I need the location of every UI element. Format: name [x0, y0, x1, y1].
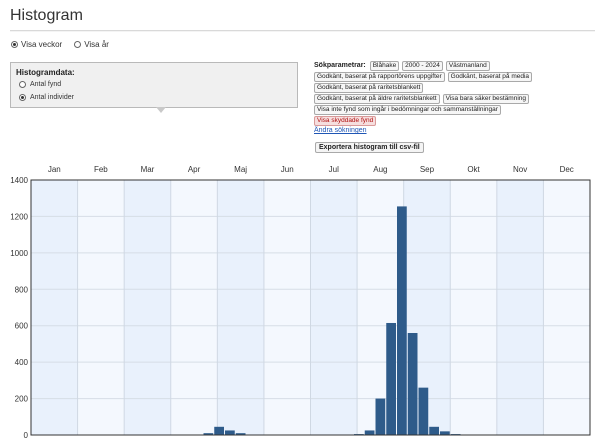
month-band [31, 180, 78, 435]
month-label: Okt [467, 165, 480, 174]
month-label: Jun [281, 165, 294, 174]
histogram-bar [429, 426, 439, 435]
month-label: Sep [420, 165, 435, 174]
histogram-bar [440, 431, 450, 435]
view-toggle: Visa veckor Visa år [11, 40, 109, 49]
histogram-bar [386, 322, 396, 435]
month-band [450, 180, 497, 435]
option-antal-fynd[interactable]: Antal fynd [19, 81, 61, 88]
years-label[interactable]: Visa år [84, 40, 109, 49]
histogram-bar [203, 433, 214, 435]
y-tick-label: 1400 [10, 176, 28, 185]
y-tick-label: 800 [15, 285, 29, 294]
histogram-bar [235, 433, 246, 435]
histogram-data-panel: Histogramdata: Antal fynd Antal individe… [10, 62, 298, 113]
month-label: Maj [234, 165, 247, 174]
y-tick-label: 1200 [10, 212, 28, 221]
month-label: Apr [188, 165, 201, 174]
month-band [77, 180, 125, 435]
param-tag: Godkänt, baserat på media [447, 72, 533, 82]
years-radio[interactable] [74, 41, 82, 48]
page-title: Histogram [10, 7, 83, 24]
param-tag: Västmanland [445, 61, 490, 71]
histogram-bar [407, 333, 418, 435]
y-tick-label: 1000 [10, 249, 28, 258]
export-csv-button[interactable]: Exportera histogram till csv-fil [315, 142, 424, 153]
month-band [217, 180, 264, 435]
option-antal-individer[interactable]: Antal individer [19, 94, 74, 101]
param-tag: Godkänt, baserat på rapportörens uppgift… [314, 72, 445, 82]
param-tag: Godkänt, baserat på äldre raritetsblanke… [314, 94, 440, 104]
antal-individer-label[interactable]: Antal individer [30, 94, 74, 101]
protected-records-tag: Visa skyddade fynd [314, 116, 377, 126]
param-tag: Blåhake [369, 61, 400, 71]
search-params-label: Sökparametrar: [314, 62, 366, 69]
month-label: Nov [513, 165, 527, 174]
month-label: Aug [373, 165, 387, 174]
month-label: Feb [94, 165, 108, 174]
param-tag: 2000 - 2024 [402, 61, 443, 71]
month-label: Dec [560, 165, 574, 174]
histogram-bar [375, 398, 386, 435]
histogram-bar [397, 206, 407, 435]
y-tick-label: 0 [24, 431, 29, 440]
month-band [310, 180, 358, 435]
title-divider [10, 30, 595, 31]
histogram-bar [364, 430, 375, 435]
param-tag: Visa inte fynd som ingår i bedömningar o… [314, 105, 501, 115]
histogram-data-heading: Histogramdata: [16, 68, 75, 77]
month-band [357, 180, 404, 435]
month-band [496, 180, 544, 435]
month-label: Jul [329, 165, 339, 174]
month-label: Mar [141, 165, 155, 174]
y-tick-label: 200 [15, 395, 29, 404]
antal-fynd-radio[interactable] [19, 81, 26, 88]
antal-individer-radio[interactable] [19, 94, 26, 101]
antal-fynd-label[interactable]: Antal fynd [30, 81, 62, 88]
month-band [543, 180, 590, 435]
weeks-label[interactable]: Visa veckor [21, 40, 63, 49]
histogram-bar [418, 387, 429, 435]
change-search-link[interactable]: Ändra sökningen [314, 127, 367, 134]
month-band [124, 180, 171, 435]
month-band [263, 180, 311, 435]
y-tick-label: 400 [15, 358, 29, 367]
panel-arrow [156, 107, 166, 113]
search-parameters: Sökparametrar: Blåhake 2000 - 2024 Västm… [314, 61, 599, 138]
plot-frame [30, 179, 591, 436]
month-label: Jan [48, 165, 61, 174]
histogram-bar [214, 426, 224, 435]
y-tick-label: 600 [15, 322, 29, 331]
histogram-bar [225, 430, 235, 435]
param-tag: Godkänt, baserat på raritetsblankett [314, 83, 424, 93]
month-band [170, 180, 218, 435]
weeks-radio[interactable] [11, 41, 18, 48]
param-tag: Visa bara säker bestämning [442, 94, 530, 104]
